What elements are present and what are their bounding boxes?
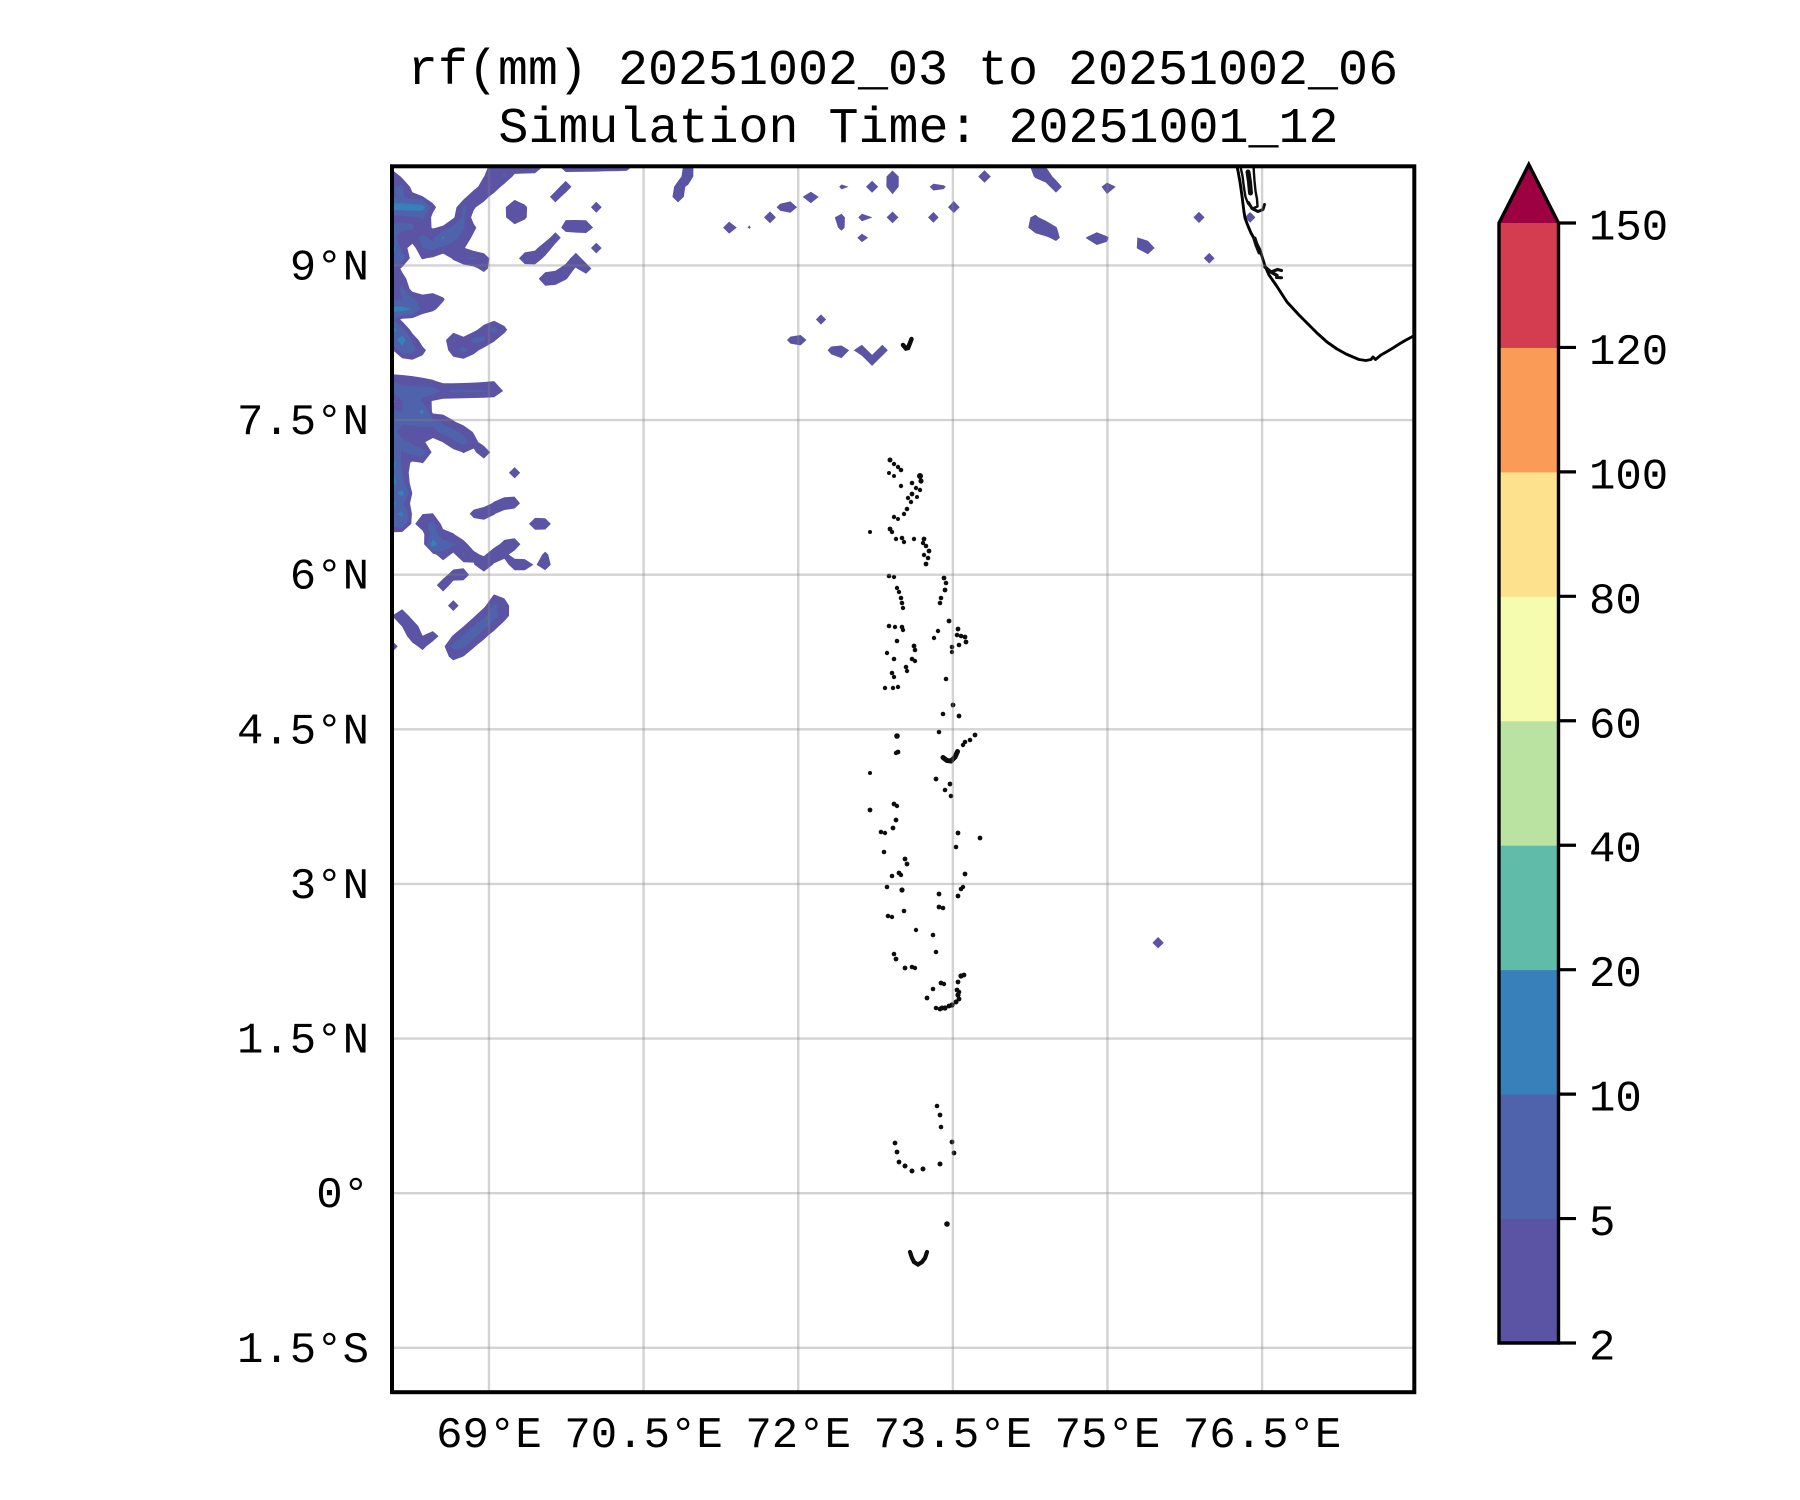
svg-text:1.5°N: 1.5°N xyxy=(237,1017,369,1067)
svg-text:69°E: 69°E xyxy=(436,1411,542,1461)
svg-text:150: 150 xyxy=(1589,204,1668,254)
svg-text:2: 2 xyxy=(1589,1324,1615,1374)
svg-text:9°N: 9°N xyxy=(290,243,369,293)
svg-text:70.5°E: 70.5°E xyxy=(564,1411,722,1461)
svg-text:73.5°E: 73.5°E xyxy=(874,1411,1032,1461)
svg-text:6°N: 6°N xyxy=(290,553,369,603)
svg-text:5: 5 xyxy=(1589,1199,1615,1249)
svg-text:rf(mm) 20251002_03 to 20251002: rf(mm) 20251002_03 to 20251002_06 xyxy=(408,43,1398,100)
svg-text:75°E: 75°E xyxy=(1055,1411,1161,1461)
svg-text:20: 20 xyxy=(1589,950,1642,1000)
svg-text:76.5°E: 76.5°E xyxy=(1183,1411,1341,1461)
svg-text:10: 10 xyxy=(1589,1075,1642,1125)
svg-text:80: 80 xyxy=(1589,577,1642,627)
svg-text:72°E: 72°E xyxy=(745,1411,851,1461)
svg-text:Simulation Time: 20251001_12: Simulation Time: 20251001_12 xyxy=(498,101,1338,158)
svg-text:100: 100 xyxy=(1589,452,1668,502)
svg-text:1.5°S: 1.5°S xyxy=(237,1326,369,1376)
svg-text:60: 60 xyxy=(1589,701,1642,751)
svg-text:120: 120 xyxy=(1589,328,1668,378)
svg-text:4.5°N: 4.5°N xyxy=(237,707,369,757)
svg-text:3°N: 3°N xyxy=(290,862,369,912)
svg-text:0°: 0° xyxy=(316,1171,369,1221)
svg-text:7.5°N: 7.5°N xyxy=(237,398,369,448)
svg-text:40: 40 xyxy=(1589,826,1642,876)
